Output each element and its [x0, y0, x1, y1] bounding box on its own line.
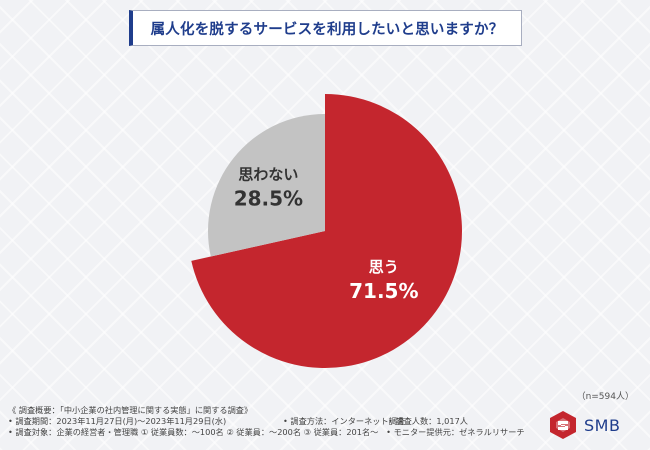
slice-value-2: 28.5% — [234, 187, 303, 211]
survey-period: • 調査期間：2023年11月27日(月)～2023年11月29日(水) — [8, 416, 227, 427]
survey-title: 《 調査概要：「中小企業の社内管理に関する実態」に関する調査》 — [8, 405, 253, 415]
survey-provider: • モニター提供元：ゼネラルリサーチ — [386, 427, 525, 438]
sample-size-label: （n=594人） — [576, 392, 634, 402]
survey-row-3: • 調査対象：企業の経営者・管理職 ① 従業員数：～100名 ② 従業員：～20… — [8, 427, 548, 438]
survey-overview: 《 調査概要：「中小企業の社内管理に関する実態」に関する調査》 • 調査期間：2… — [8, 405, 548, 439]
chart-title: 属人化を脱するサービスを利用したいと思いますか？ — [150, 21, 504, 38]
smb-logo-mark — [550, 411, 576, 439]
survey-respondents: • 調査人数：1,017人 — [388, 416, 468, 427]
slice-value-1: 71.5% — [349, 279, 418, 303]
survey-title-row: 《 調査概要：「中小企業の社内管理に関する実態」に関する調査》 — [8, 405, 548, 416]
survey-method: • 調査方法：インターネット調査 — [283, 416, 406, 427]
brand-name: SMB — [584, 415, 621, 435]
slice-label-1: 思う — [369, 258, 399, 276]
survey-target: • 調査対象：企業の経営者・管理職 ① 従業員数：～100名 ② 従業員：～20… — [8, 427, 379, 438]
chart-title-box: 属人化を脱するサービスを利用したいと思いますか？ — [129, 10, 522, 46]
survey-row-2: • 調査期間：2023年11月27日(月)～2023年11月29日(水) • 調査… — [8, 416, 548, 427]
pie-slice-1 — [191, 94, 463, 368]
pie-slice-2 — [207, 114, 325, 257]
smb-logo: SMB — [548, 408, 644, 442]
slice-label-2: 思わない — [238, 166, 298, 184]
